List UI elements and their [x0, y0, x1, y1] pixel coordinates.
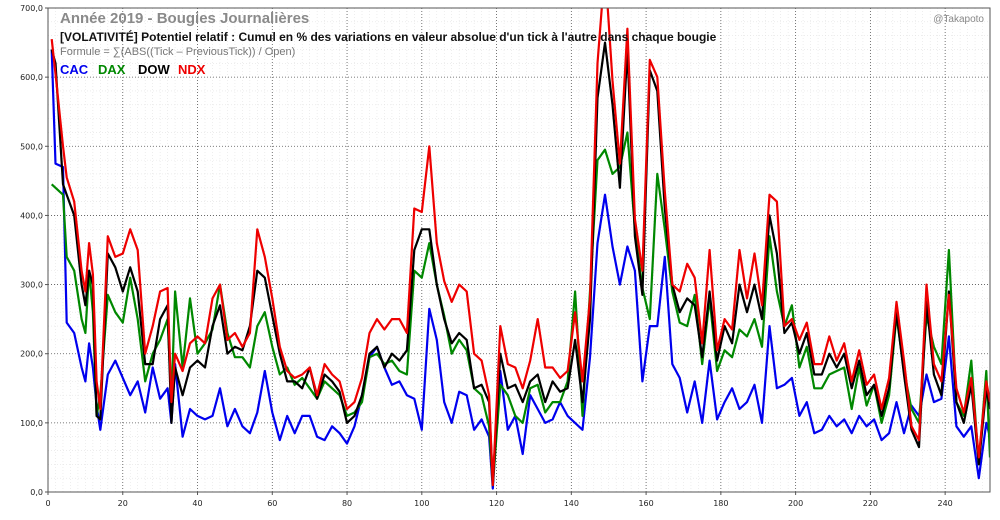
chart-title: Année 2019 - Bougies Journalières: [60, 10, 309, 27]
y-tick-label: 100,0: [20, 419, 43, 428]
y-tick-label: 200,0: [20, 350, 43, 359]
legend-cac: CAC: [60, 62, 89, 77]
x-tick-label: 160: [638, 499, 653, 508]
y-tick-label: 0,0: [30, 488, 43, 497]
series-line-dax: [50, 131, 990, 487]
y-tick-label: 700,0: [20, 4, 43, 13]
x-tick-label: 40: [192, 499, 202, 508]
x-tick-label: 140: [564, 499, 579, 508]
y-tick-label: 600,0: [20, 73, 43, 82]
legend-ndx: NDX: [178, 62, 206, 77]
chart-subtitle: [VOLATIVITÉ] Potentiel relatif : Cumul e…: [60, 29, 717, 44]
x-tick-label: 80: [342, 499, 352, 508]
legend: CAC DAX DOW NDX: [60, 62, 206, 77]
series-layer: [50, 8, 990, 490]
x-tick-label: 100: [414, 499, 429, 508]
series-line-cac: [50, 49, 990, 490]
legend-dax: DAX: [98, 62, 126, 77]
plot-background: [48, 8, 990, 492]
x-tick-label: 0: [45, 499, 50, 508]
x-tick-label: 240: [938, 499, 953, 508]
x-tick-label: 60: [267, 499, 277, 508]
x-tick-label: 120: [489, 499, 504, 508]
x-tick-label: 220: [863, 499, 878, 508]
y-tick-label: 400,0: [20, 211, 43, 220]
x-tick-label: 200: [788, 499, 803, 508]
chart-formula: Formule = ∑(ABS((Tick – PreviousTick)) /…: [60, 46, 295, 58]
series-line-dow: [50, 41, 990, 487]
legend-dow: DOW: [138, 62, 171, 77]
plot-frame: [47, 7, 991, 493]
grid: [48, 7, 990, 492]
y-axis: 0,0 100,0 200,0 300,0 400,0 500,0 600,0 700,0: [20, 4, 48, 497]
y-tick-label: 300,0: [20, 281, 43, 290]
x-tick-label: 180: [713, 499, 728, 508]
brand-label: @Takapoto: [933, 14, 984, 25]
y-tick-label: 500,0: [20, 142, 43, 151]
series-line-ndx: [50, 8, 990, 487]
x-axis: 0 20 40 60 80 100 120 140 160 180 200 220 240: [45, 492, 953, 508]
x-tick-label: 20: [118, 499, 128, 508]
